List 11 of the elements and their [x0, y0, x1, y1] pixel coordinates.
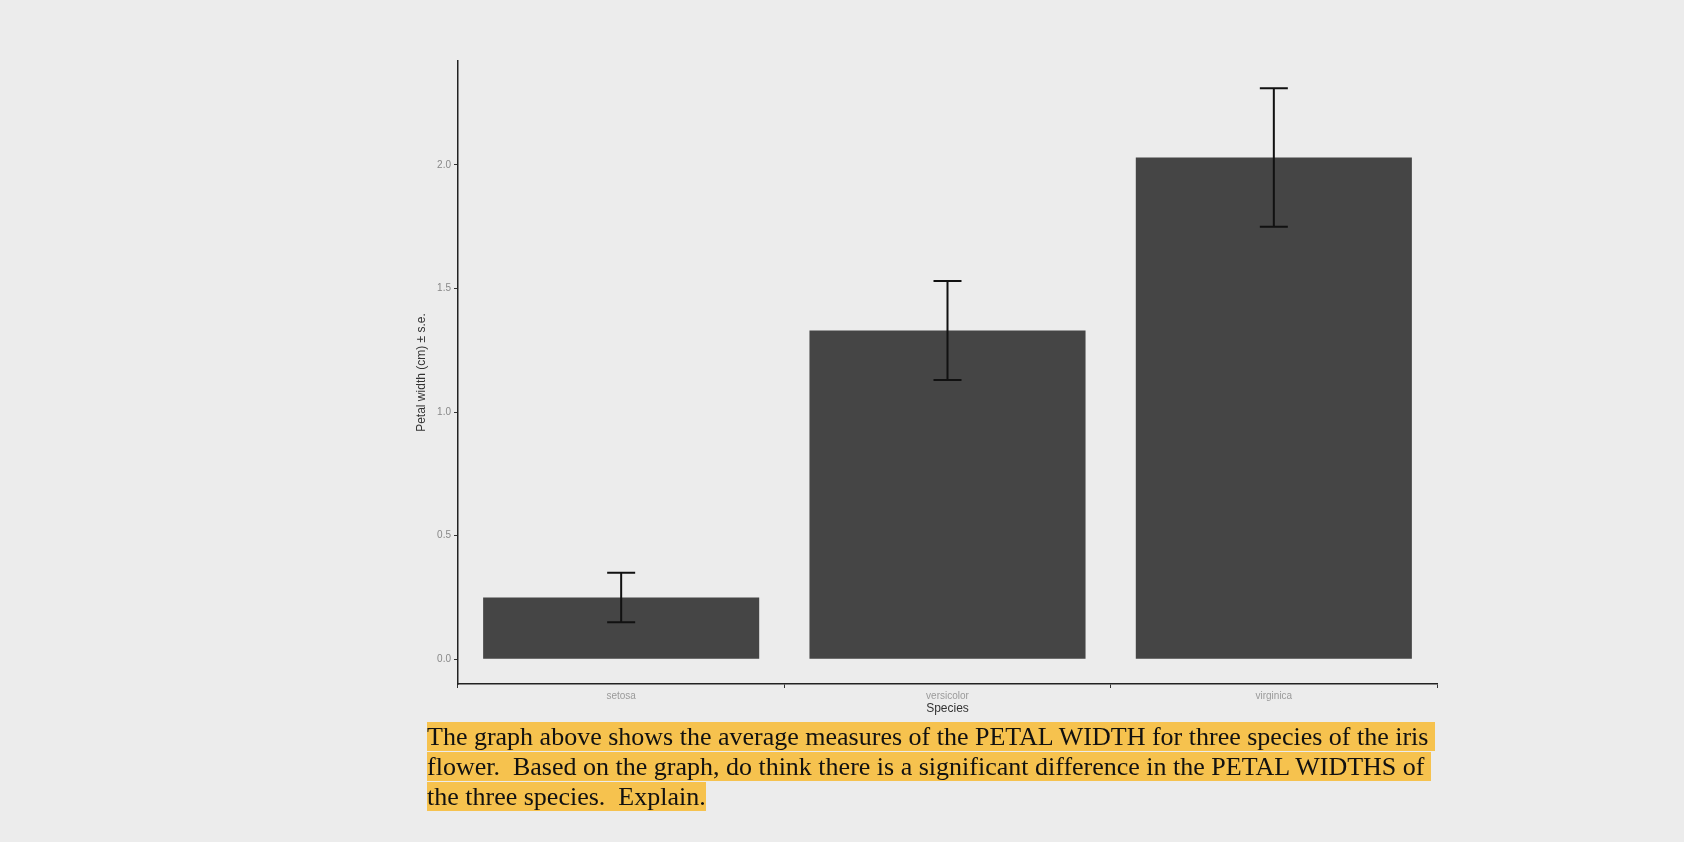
y-tick-label: 0.0	[437, 653, 452, 665]
y-tick-label: 2.0	[437, 158, 452, 170]
x-tick-label: setosa	[606, 689, 637, 701]
y-tick-label: 0.5	[437, 529, 452, 541]
x-axis-title: Species	[926, 701, 969, 716]
text: The graph above shows the average measures of the PETAL WIDTH for three species of the iris flower. Based on the graph, do think there is a significant difference in the PETAL WIDTHS of the three species. Explain.	[427, 722, 1435, 811]
y-tick-label: 1.5	[437, 282, 452, 294]
y-axis-title: Petal width (cm) ± s.e.	[413, 313, 428, 432]
x-tick-label: virginica	[1255, 689, 1293, 701]
x-tick-label: versicolor	[926, 689, 970, 701]
y-tick-label: 1.0	[437, 405, 452, 417]
